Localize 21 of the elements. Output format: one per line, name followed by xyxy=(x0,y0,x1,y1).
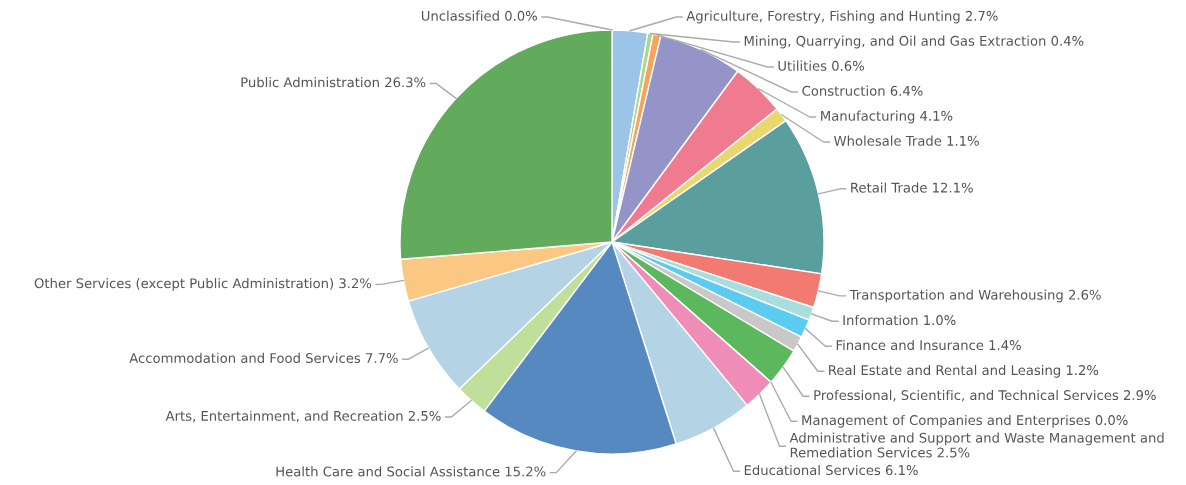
slice-label: Utilities 0.6% xyxy=(778,60,864,71)
slice-label: Educational Services 6.1% xyxy=(744,464,918,476)
slice-label: Arts, Entertainment, and Recreation 2.5% xyxy=(165,410,441,423)
slice-label: Transportation and Warehousing 2.6% xyxy=(849,289,1101,303)
slice-label: Professional, Scientific, and Technical Services 2.9% xyxy=(814,389,1156,402)
slice-label: Information 1.0% xyxy=(843,314,956,326)
slice-label: Construction 6.4% xyxy=(802,85,923,96)
slice-label: Retail Trade 12.1% xyxy=(851,182,973,193)
slice-label: Public Administration 26.3% xyxy=(241,77,426,88)
slice-label: Agriculture, Forestry, Fishing and Hunting 2.7% xyxy=(686,10,998,24)
slice-label: Administrative and Support and Waste Management and Remediation Services 2.5% xyxy=(789,432,1164,458)
slice-label: Mining, Quarrying, and Oil and Gas Extraction 0.4% xyxy=(744,35,1084,49)
slice-label: Manufacturing 4.1% xyxy=(821,110,953,124)
category-label: Unclassified 0.0% xyxy=(421,10,537,21)
slice-label: Other Services (except Public Administration) 3.2% xyxy=(34,278,372,291)
slice-label: Real Estate and Rental and Leasing 1.2% xyxy=(829,364,1099,378)
slice-label: Wholesale Trade 1.1% xyxy=(834,135,979,146)
slice-label: Health Care and Social Assistance 15.2% xyxy=(276,466,546,477)
slice-label: Accommodation and Food Services 7.7% xyxy=(129,352,398,364)
slice-label: Finance and Insurance 1.4% xyxy=(836,339,1021,351)
category-label: Management of Companies and Enterprises 0.0% xyxy=(802,414,1128,428)
